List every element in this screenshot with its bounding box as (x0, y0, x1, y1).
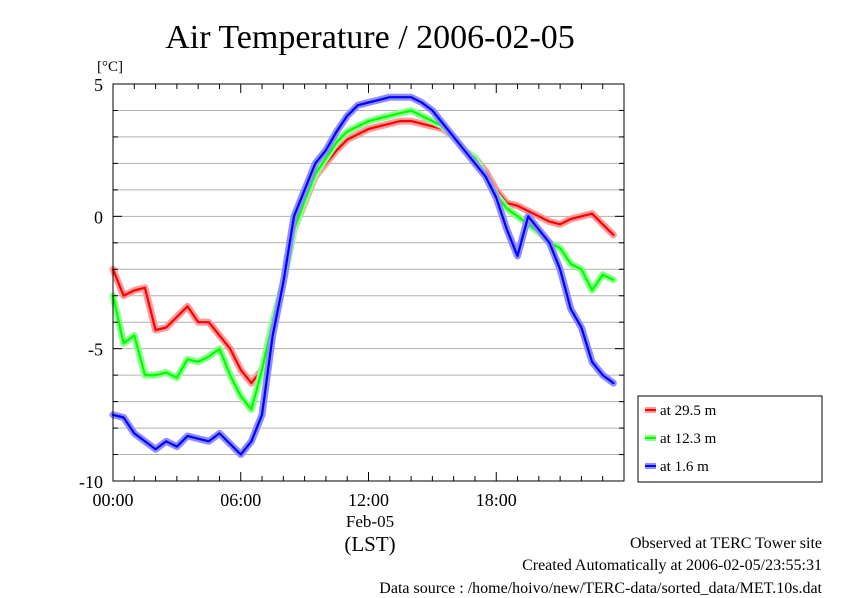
x-axis-date-label: Feb-05 (346, 512, 394, 531)
plot-frame (112, 83, 625, 482)
y-tick-label: -10 (79, 472, 103, 492)
legend: at 29.5 m at 12.3 m at 1.6 m (637, 395, 823, 483)
series-layer (109, 93, 617, 458)
legend-box (637, 395, 823, 483)
y-tick-label: 0 (94, 207, 103, 227)
x-axis-label: (LST) (344, 532, 395, 556)
footer-data-source: Data source : /home/hoivo/new/TERC-data/… (379, 580, 822, 597)
legend-items: at 29.5 m at 12.3 m at 1.6 m (645, 403, 717, 475)
x-tick-label: 12:00 (348, 490, 389, 510)
legend-label: at 1.6 m (660, 459, 709, 475)
series-halo-1 (109, 117, 617, 387)
y-axis-label: [°C] (97, 59, 123, 75)
legend-label: at 29.5 m (660, 403, 717, 419)
footer-created: Created Automatically at 2006-02-05/23:5… (522, 557, 822, 574)
chart-title: Air Temperature / 2006-02-05 (165, 19, 575, 56)
x-tick-label: 06:00 (220, 490, 261, 510)
series-line-2 (111, 109, 615, 411)
y-tick-label: -5 (88, 340, 103, 360)
x-tick-label: 18:00 (476, 490, 517, 510)
series-line-1 (111, 119, 615, 385)
legend-label: at 12.3 m (660, 431, 717, 447)
series-line-3 (111, 96, 615, 456)
series-halo-3 (109, 93, 617, 458)
gridlines (113, 109, 624, 456)
footer-observed: Observed at TERC Tower site (629, 535, 822, 552)
x-tick-label: 00:00 (92, 490, 133, 510)
series-halo-2 (109, 107, 617, 413)
y-tick-label: 5 (94, 75, 103, 95)
